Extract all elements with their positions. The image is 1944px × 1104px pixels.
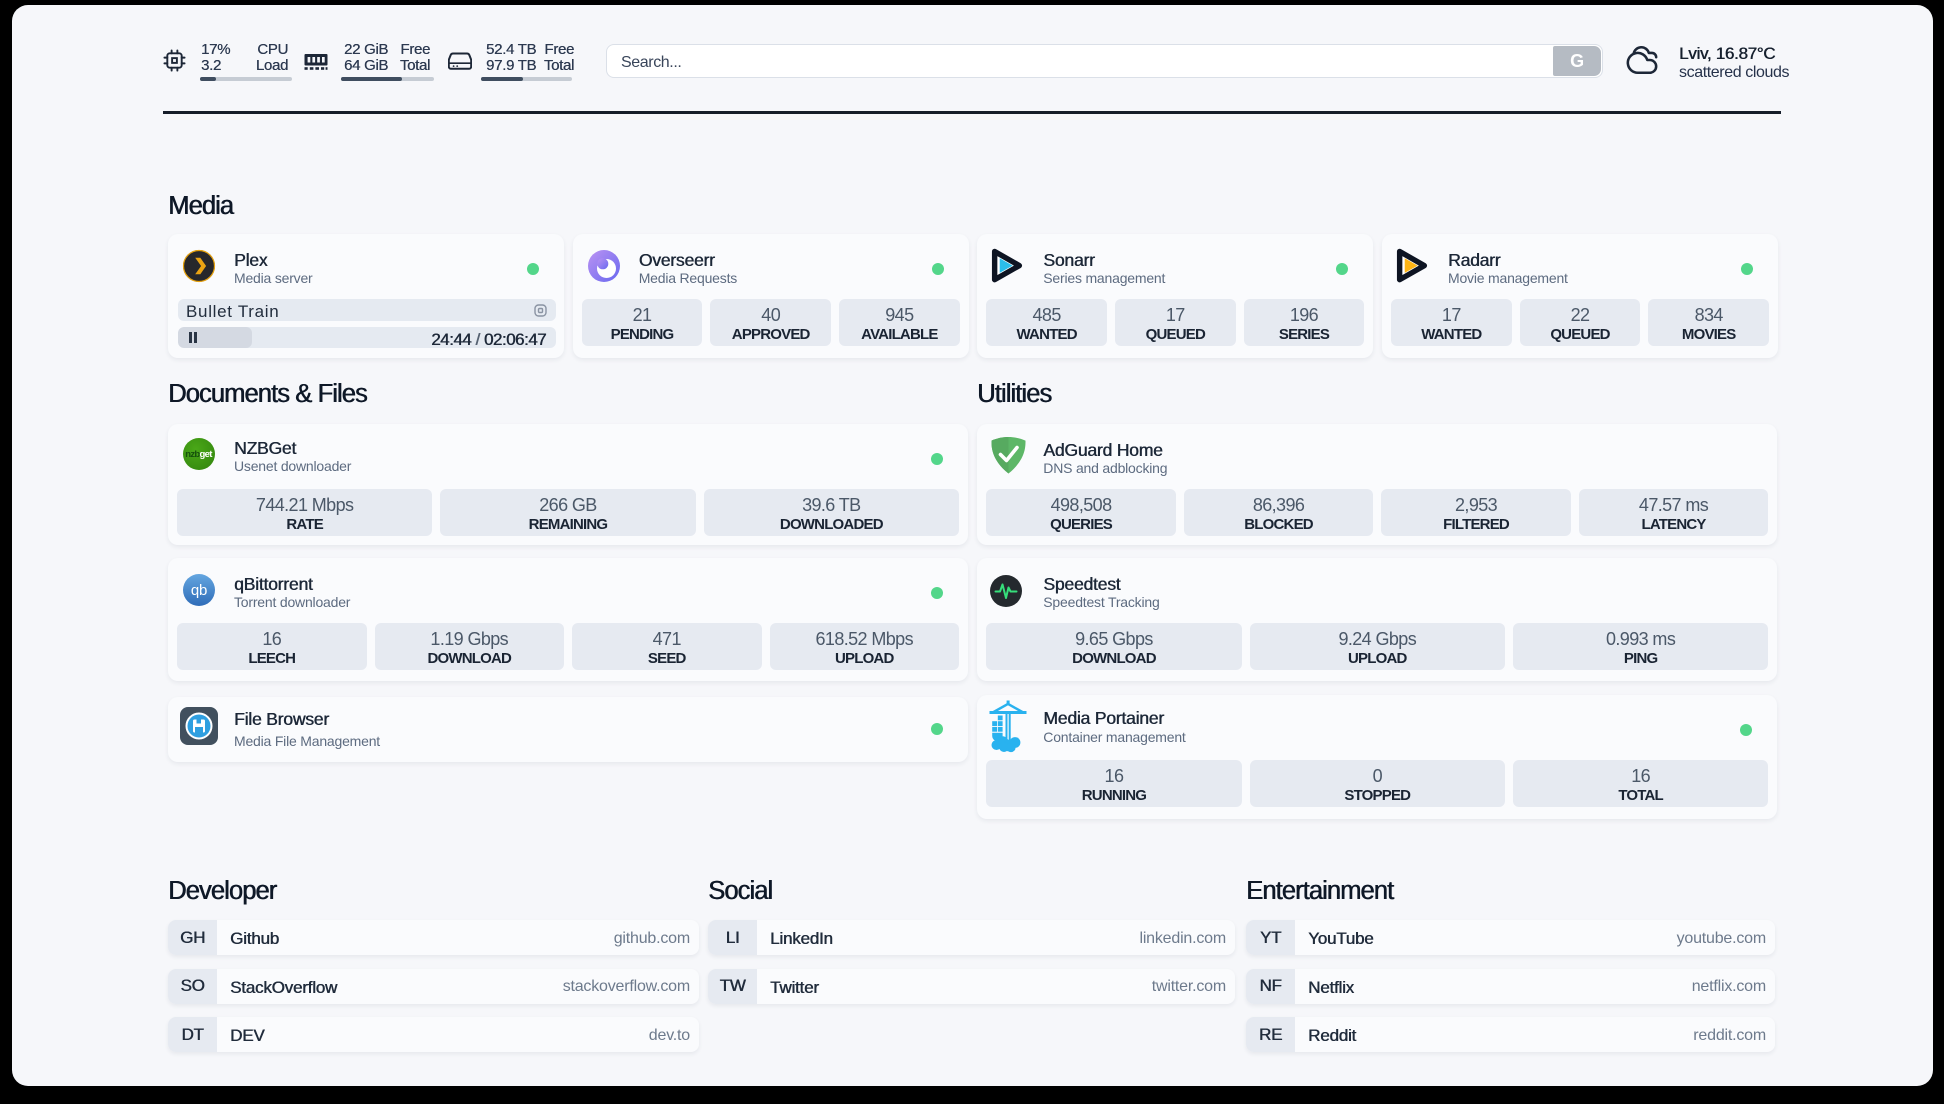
svg-text:nzbget: nzbget — [185, 449, 213, 460]
svg-text:qb: qb — [191, 582, 207, 599]
